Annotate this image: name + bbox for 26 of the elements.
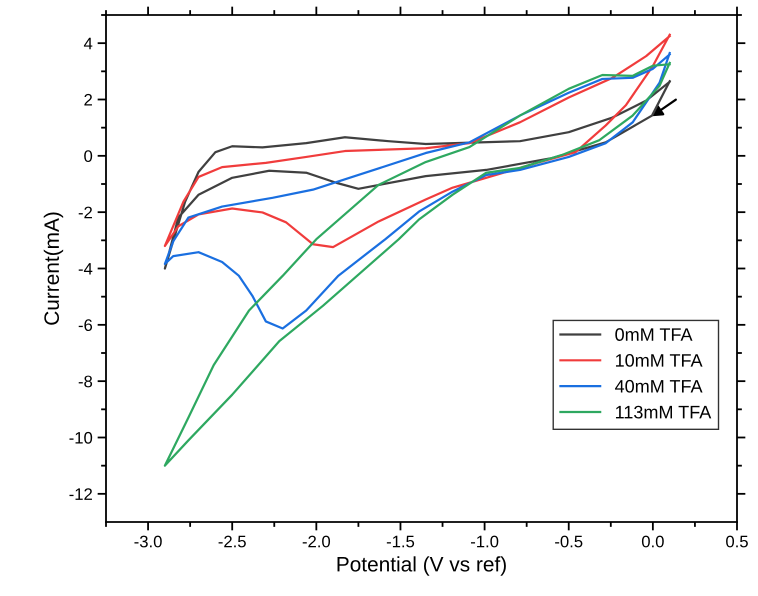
x-tick-label: -1.0 [470, 536, 498, 548]
y-tick-label: 0 [84, 150, 92, 162]
y-axis-title: Current(mA) [44, 212, 64, 325]
line-series [164, 34, 671, 248]
x-tick-label: -2.5 [218, 536, 246, 548]
x-axis-title: Potential (V vs ref) [338, 556, 506, 576]
x-tick-label: -2.0 [302, 536, 330, 548]
x-tick-label: -1.5 [386, 536, 414, 548]
y-tick-label: 4 [84, 38, 92, 50]
legend-label: 113mM TFA [616, 406, 712, 419]
y-tick-label: -2 [78, 206, 92, 218]
y-tick-label: -10 [69, 432, 92, 444]
y-tick-label: -12 [69, 488, 92, 500]
line-series [164, 80, 671, 270]
y-tick-label: -4 [78, 263, 92, 275]
x-tick-label: -0.5 [555, 536, 582, 548]
legend-label: 0mM TFA [615, 328, 693, 341]
y-tick-label: -6 [78, 319, 92, 332]
y-tick-label: -8 [78, 376, 92, 388]
y-tick-label: 2 [84, 94, 92, 106]
x-tick-label: -3.0 [134, 536, 162, 548]
line-series [164, 52, 671, 330]
x-tick-label: 0.5 [726, 536, 748, 548]
x-tick-label: 0.0 [642, 536, 664, 548]
legend-label: 10mM TFA [616, 354, 703, 367]
legend-label: 40mM TFA [615, 380, 703, 393]
